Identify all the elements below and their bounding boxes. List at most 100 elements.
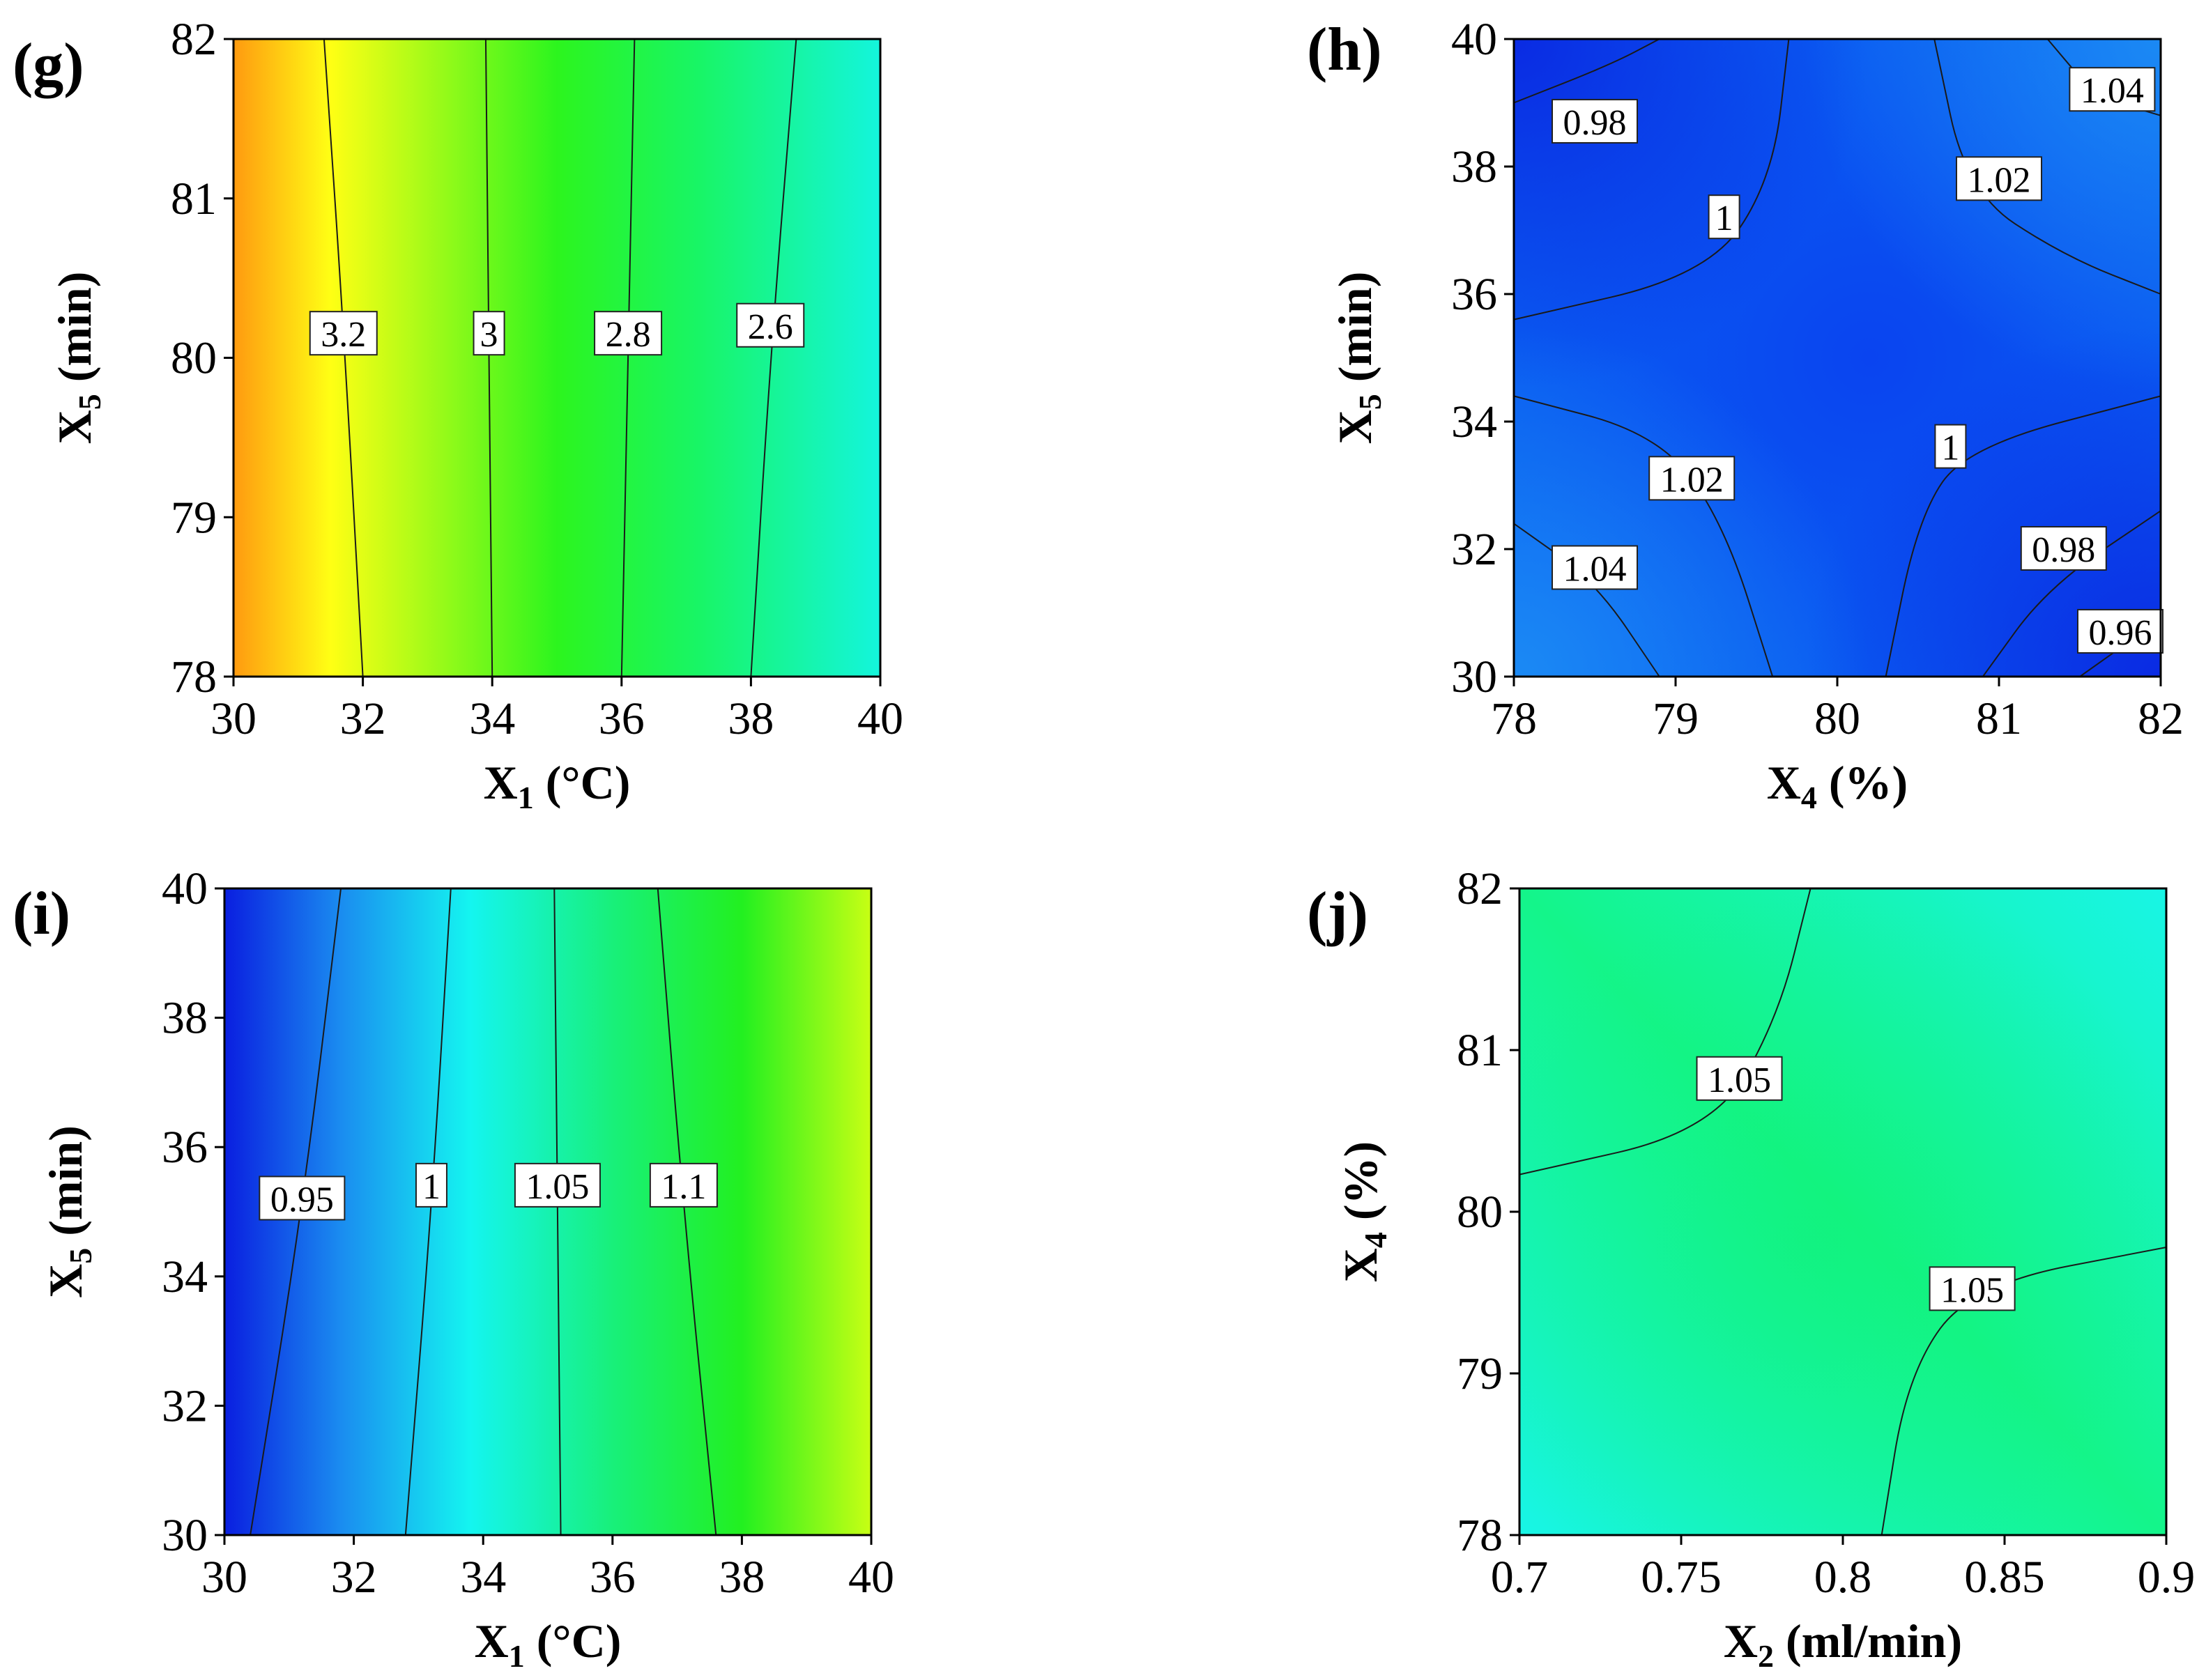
- contour-label-box: [1934, 424, 1967, 469]
- x-tick-label: 38: [719, 1552, 765, 1603]
- y-tick-label: 82: [1457, 863, 1503, 914]
- contour-label: 2.8: [606, 315, 651, 355]
- panel-label-i: (i): [13, 880, 70, 948]
- contour-label: 0.98: [1563, 103, 1627, 143]
- y-axis-subscript: 5: [1352, 394, 1388, 410]
- contour-label-box: [259, 1176, 346, 1221]
- y-tick-label: 36: [162, 1122, 208, 1173]
- y-axis-subscript: 5: [63, 1248, 98, 1264]
- x-tick-label: 32: [331, 1552, 377, 1603]
- contour-label-box: [514, 1162, 601, 1208]
- x-axis-unit: (°C): [534, 756, 631, 809]
- x-tick-label: 80: [1814, 693, 1860, 744]
- x-axis-unit: (ml/min): [1774, 1615, 1962, 1667]
- x-tick-label: 32: [340, 693, 386, 744]
- y-tick-label: 79: [1457, 1348, 1503, 1399]
- x-axis-unit: (°C): [525, 1615, 622, 1667]
- y-tick-label: 36: [1451, 269, 1497, 320]
- contour-line: [657, 888, 717, 1536]
- y-tick-label: 30: [162, 1510, 208, 1561]
- y-tick-label: 34: [1451, 396, 1497, 447]
- x-axis-label: X1 (°C): [484, 756, 631, 815]
- y-tick-label: 38: [162, 993, 208, 1044]
- x-tick-label: 30: [210, 693, 256, 744]
- x-tick-label: 34: [460, 1552, 506, 1603]
- contour-label: 1.05: [526, 1167, 589, 1207]
- contour-label-box: [1552, 98, 1638, 144]
- y-tick-label: 32: [1451, 524, 1497, 575]
- x-axis-var: X: [484, 756, 518, 809]
- contour-label: 1: [1715, 199, 1733, 238]
- contour-label: 0.95: [270, 1180, 334, 1219]
- y-tick-label: 80: [171, 333, 217, 384]
- contour-label: 1.05: [1940, 1270, 2004, 1310]
- contour-label: 1: [1941, 429, 1959, 468]
- x-axis-subscript: 2: [1758, 1638, 1774, 1674]
- x-tick-label: 0.85: [1964, 1552, 2045, 1603]
- contour-label: 1.1: [661, 1167, 706, 1207]
- x-tick-label: 82: [2138, 693, 2184, 744]
- x-axis-subscript: 4: [1801, 780, 1817, 815]
- x-axis-subscript: 1: [518, 780, 534, 815]
- x-tick-label: 0.7: [1491, 1552, 1549, 1603]
- y-axis-var: X: [39, 1264, 92, 1298]
- contour-label-box: [1929, 1266, 2016, 1311]
- contour-line: [484, 38, 493, 677]
- contour-label-box: [2069, 67, 2156, 112]
- contour-line: [1519, 888, 1811, 1176]
- x-tick-label: 40: [848, 1552, 894, 1603]
- contour-label: 1.04: [1563, 549, 1627, 589]
- x-tick-label: 40: [857, 693, 903, 744]
- contour-label-box: [415, 1162, 447, 1208]
- x-tick-label: 30: [201, 1552, 247, 1603]
- contour-line: [250, 888, 342, 1536]
- y-tick-label: 38: [1451, 141, 1497, 192]
- x-axis-label: X4 (%): [1767, 756, 1908, 815]
- y-tick-label: 40: [1451, 14, 1497, 65]
- x-tick-label: 0.8: [1814, 1552, 1872, 1603]
- y-axis-unit: (%): [1334, 1141, 1387, 1232]
- contour-line: [323, 38, 364, 677]
- y-tick-label: 81: [1457, 1025, 1503, 1076]
- y-tick-label: 80: [1457, 1187, 1503, 1238]
- contour-line: [1885, 395, 2161, 677]
- contour-label: 0.98: [2032, 530, 2095, 570]
- contour-label-box: [2020, 526, 2107, 571]
- contour-line: [1513, 38, 1660, 104]
- y-axis-label: X5 (min): [1328, 272, 1388, 445]
- y-tick-label: 78: [1457, 1510, 1503, 1561]
- y-tick-label: 81: [171, 174, 217, 224]
- x-tick-label: 34: [469, 693, 515, 744]
- contour-label-box: [1552, 545, 1638, 590]
- contour-line: [1513, 395, 1774, 677]
- y-tick-label: 34: [162, 1251, 208, 1302]
- x-tick-label: 81: [1976, 693, 2022, 744]
- y-axis-label: X5 (min): [39, 1125, 98, 1298]
- x-axis-label: X1 (°C): [475, 1615, 622, 1674]
- y-axis-subscript: 4: [1358, 1232, 1393, 1248]
- plot-fill-g: [233, 39, 880, 677]
- x-tick-label: 78: [1491, 693, 1537, 744]
- x-tick-label: 0.9: [2138, 1552, 2196, 1603]
- contour-label-box: [1708, 194, 1740, 240]
- panel-label-g: (g): [13, 31, 84, 99]
- contour-label: 3: [480, 315, 498, 355]
- contour-label: 2.6: [748, 307, 793, 347]
- y-tick-label: 30: [1451, 652, 1497, 702]
- contour-label-box: [736, 302, 805, 348]
- y-tick-label: 79: [171, 492, 217, 543]
- contour-label: 1.02: [1660, 460, 1724, 500]
- contour-label: 1: [422, 1167, 441, 1207]
- contour-label: 0.96: [2089, 613, 2152, 653]
- x-axis-subscript: 1: [509, 1638, 525, 1674]
- y-axis-var: X: [1328, 410, 1381, 444]
- y-axis-var: X: [1334, 1248, 1387, 1282]
- panel-label-h: (h): [1307, 16, 1382, 84]
- y-tick-label: 78: [171, 652, 217, 702]
- x-axis-unit: (%): [1817, 756, 1908, 809]
- contour-label: 1.04: [2081, 71, 2144, 111]
- contour-label-box: [649, 1162, 718, 1208]
